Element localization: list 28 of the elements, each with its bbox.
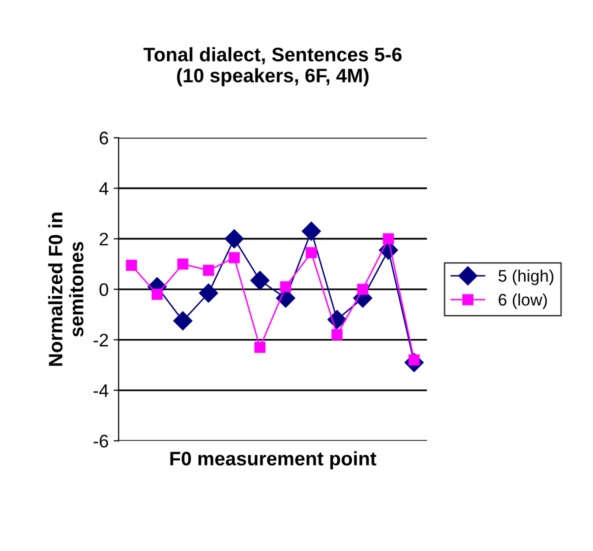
point — [126, 260, 138, 271]
point — [250, 270, 270, 290]
point — [357, 284, 368, 295]
legend-label: 6 (low) — [498, 293, 547, 309]
point — [202, 264, 214, 276]
point — [302, 222, 321, 241]
y-tick-label: 2 — [100, 232, 108, 246]
x-axis-title: F0 measurement point — [170, 451, 376, 470]
point — [224, 229, 244, 248]
point — [382, 233, 394, 244]
point — [152, 288, 163, 300]
y-tick-label: -6 — [94, 434, 108, 448]
y-tick-label: 6 — [100, 132, 108, 144]
y-tick-label: -2 — [94, 334, 108, 346]
y-tick-label: 4 — [99, 182, 108, 195]
y-tick-label: 0 — [100, 283, 108, 296]
point — [228, 252, 240, 264]
point — [280, 281, 292, 292]
point — [199, 284, 218, 303]
point — [331, 329, 343, 340]
y-axis-title: Normalized F0 in semitones — [48, 212, 84, 366]
chart-title: Tonal dialect, Sentences 5-6 (10 speakers, 6F, 4M) — [144, 47, 402, 86]
point — [177, 258, 188, 270]
point — [306, 247, 317, 258]
point — [173, 311, 192, 330]
legend-label: 5 (high) — [498, 270, 554, 286]
point — [254, 342, 266, 353]
y-tick-label: -4 — [94, 384, 108, 397]
